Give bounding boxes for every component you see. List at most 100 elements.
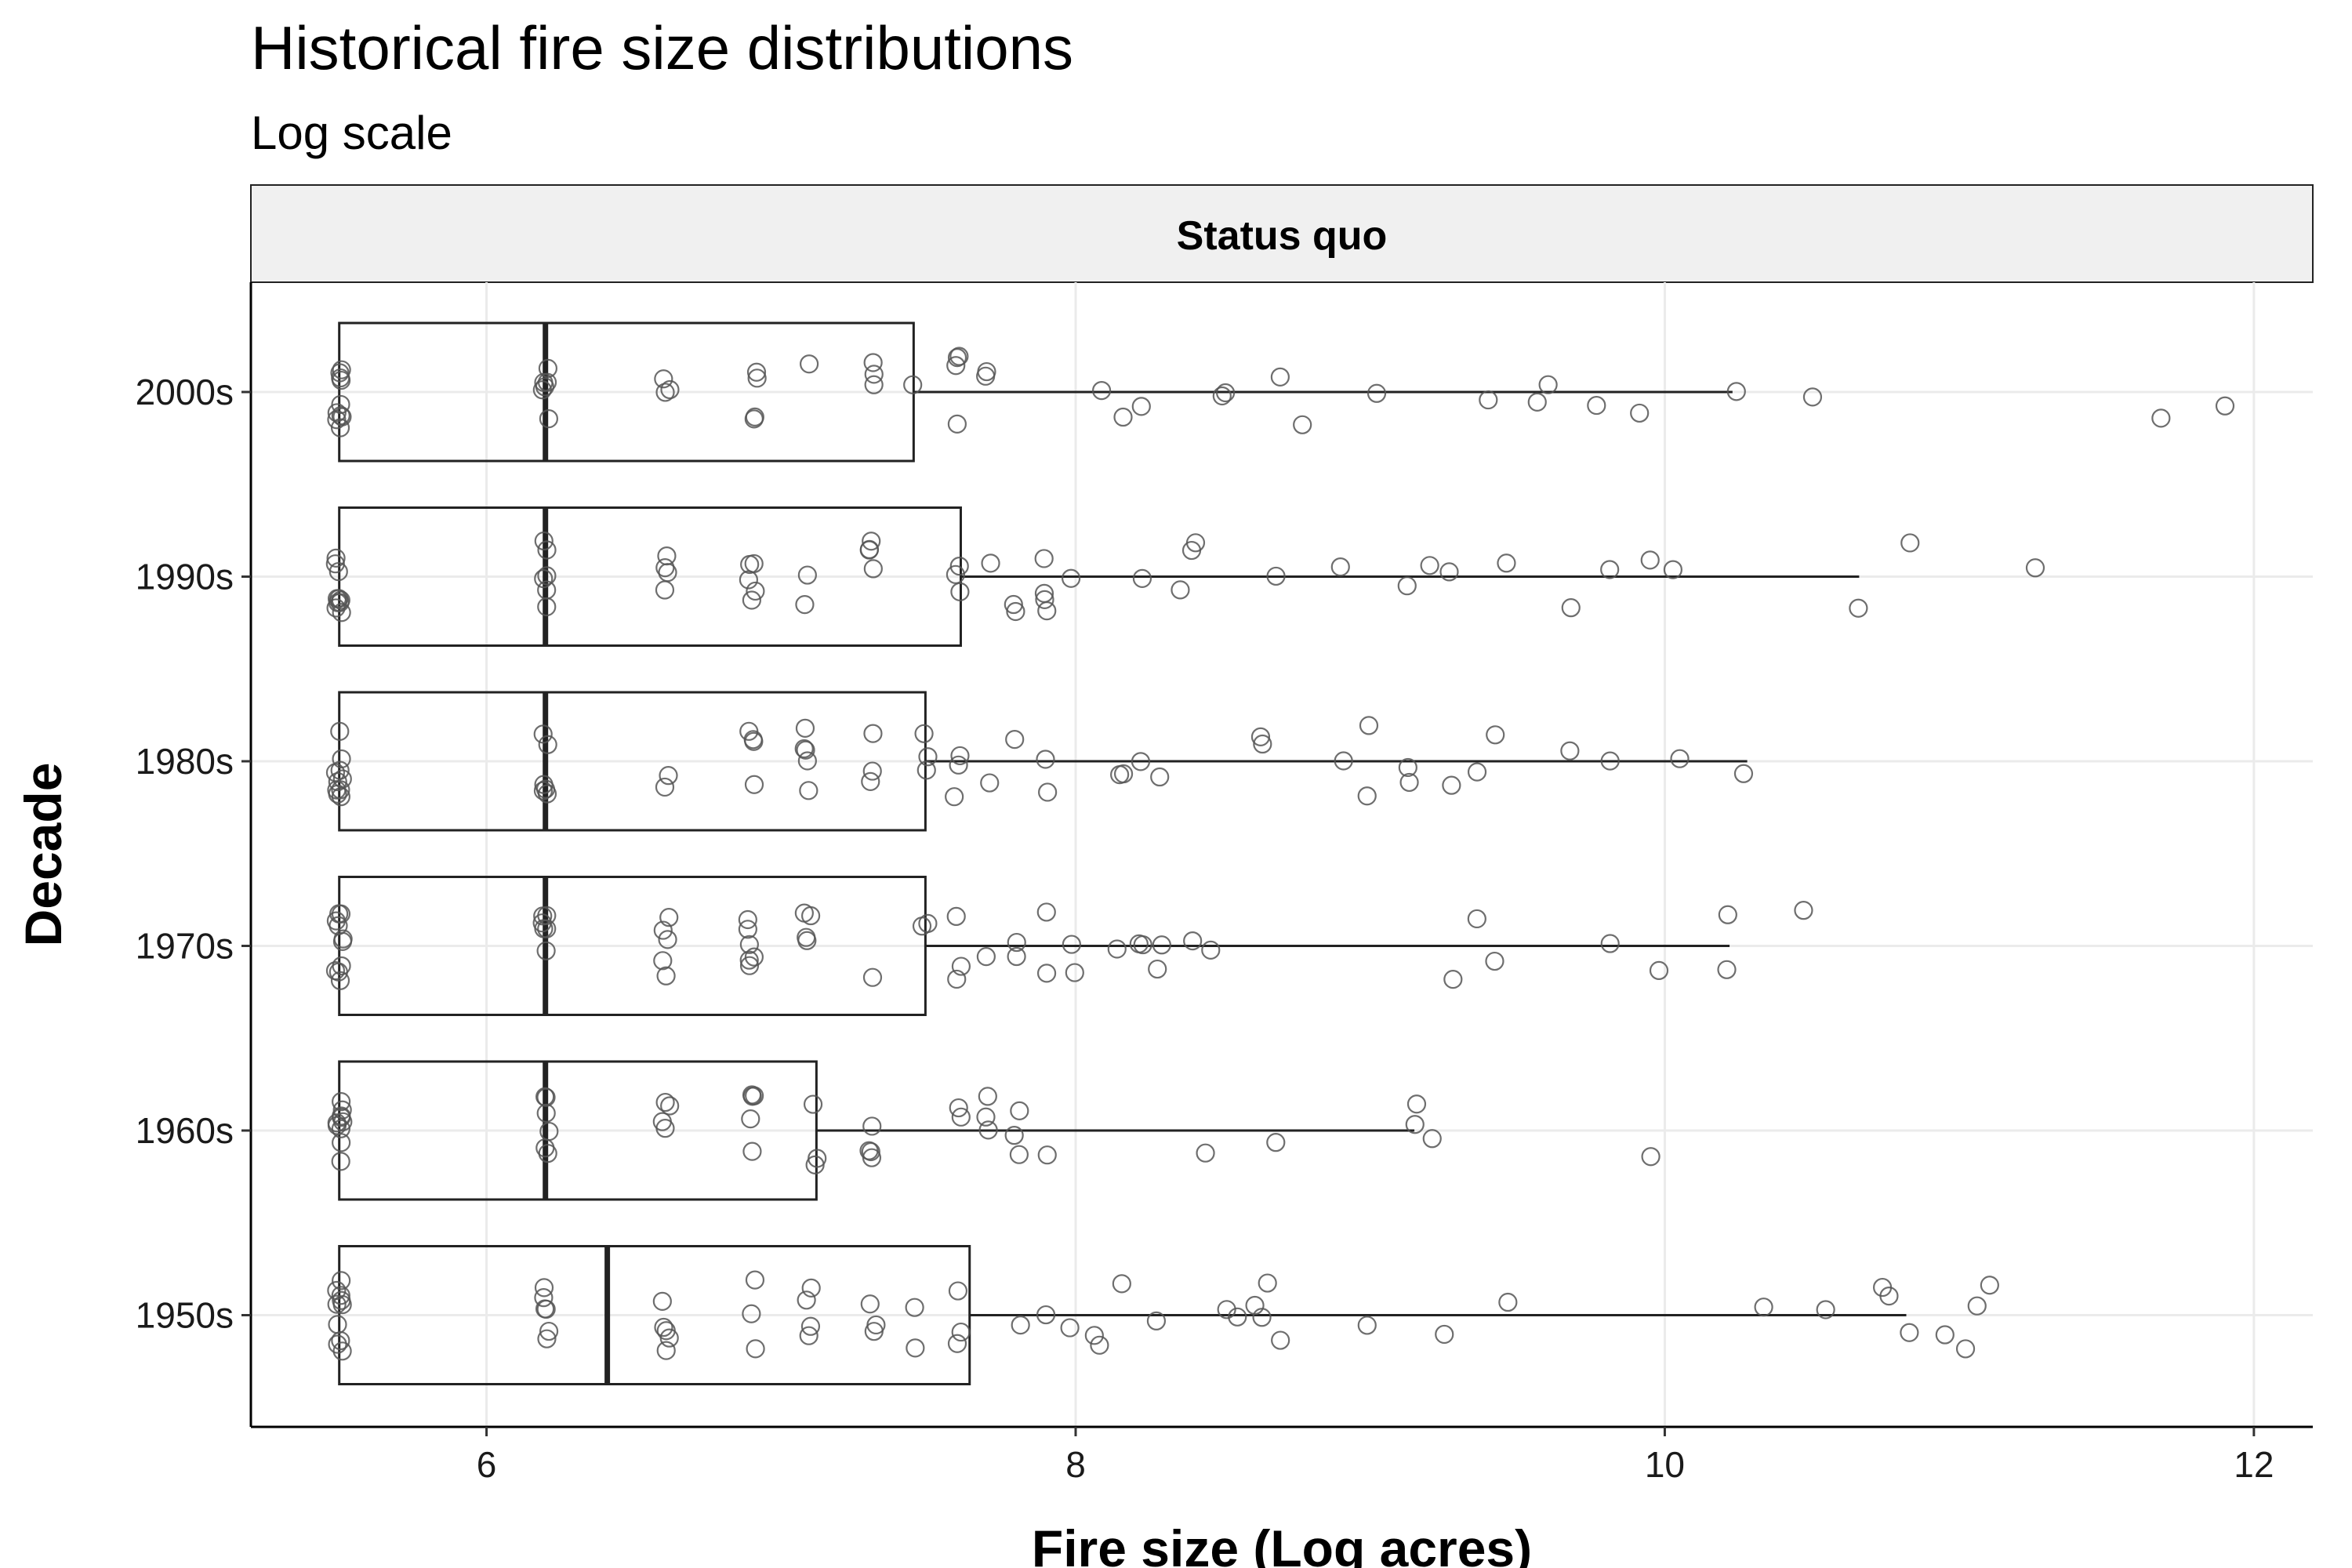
data-point [328, 771, 347, 792]
data-point [1630, 403, 1650, 423]
data-point [660, 379, 680, 400]
data-point [2025, 558, 2045, 578]
data-point [1006, 601, 1025, 622]
data-point [947, 347, 967, 368]
data-point [745, 407, 764, 426]
data-point [1293, 415, 1312, 434]
data-point [1034, 583, 1054, 603]
data-point [655, 777, 675, 797]
data-point [949, 347, 969, 366]
data-point [744, 947, 764, 967]
data-point [1007, 932, 1026, 953]
data-point [331, 904, 351, 924]
data-point [538, 735, 557, 754]
data-point [742, 590, 761, 610]
data-point [912, 916, 932, 936]
data-point [1398, 757, 1417, 778]
data-point [1270, 367, 1290, 387]
data-point [797, 751, 817, 771]
data-point [1009, 1145, 1029, 1164]
data-point [1036, 1305, 1056, 1325]
data-point [1330, 557, 1350, 577]
y-tick-label: 1990s [136, 557, 234, 597]
data-point [945, 787, 964, 807]
data-point [1527, 392, 1547, 412]
data-point [327, 1294, 347, 1314]
data-point [533, 781, 554, 800]
data-point [536, 1087, 556, 1107]
data-point [799, 1326, 818, 1345]
data-point [746, 362, 767, 382]
data-point [654, 1317, 673, 1338]
data-point [537, 540, 557, 560]
data-point [1538, 375, 1558, 394]
chart-title: Historical fire size distributions [251, 13, 1073, 82]
data-point [803, 1094, 823, 1114]
data-point [744, 554, 764, 574]
data-point [1900, 1323, 1919, 1342]
data-point [1967, 1296, 1987, 1316]
data-point [744, 775, 764, 794]
data-point [978, 1087, 997, 1106]
data-point [946, 906, 966, 927]
data-point [534, 1278, 554, 1298]
data-point [1587, 395, 1606, 416]
data-point [1935, 1325, 1955, 1345]
data-point [327, 403, 347, 423]
data-point [1849, 598, 1868, 618]
data-point [948, 1281, 968, 1301]
x-tick-label: 12 [2234, 1444, 2274, 1485]
data-point [1146, 1311, 1167, 1330]
data-point [946, 564, 966, 584]
x-tick-label: 6 [477, 1444, 497, 1485]
data-point [330, 721, 350, 741]
data-point [325, 554, 345, 574]
data-point [1406, 1094, 1427, 1114]
data-point [1212, 386, 1232, 406]
data-point [1560, 741, 1580, 760]
data-point [801, 1278, 821, 1298]
data-point [742, 1304, 761, 1323]
y-tick-label: 1960s [136, 1110, 234, 1151]
data-point [656, 1341, 676, 1360]
data-point [1228, 1307, 1247, 1327]
data-point [949, 755, 968, 775]
data-point [1663, 560, 1682, 579]
data-point [859, 539, 880, 559]
data-point [1955, 1339, 1976, 1359]
data-point [864, 365, 884, 384]
data-point [795, 718, 815, 738]
data-point [330, 363, 350, 383]
data-point [1065, 963, 1084, 982]
data-point [863, 353, 883, 372]
data-point [808, 1149, 827, 1168]
data-point [1641, 1147, 1661, 1167]
data-point [535, 377, 555, 397]
data-point [535, 1299, 555, 1319]
data-point [739, 721, 759, 741]
data-point [659, 766, 678, 786]
data-point [1600, 934, 1620, 953]
data-point [326, 548, 346, 568]
data-point [739, 935, 759, 954]
data-point [980, 773, 1000, 793]
data-point [1439, 562, 1459, 582]
data-point [659, 908, 679, 927]
data-point [534, 569, 554, 589]
data-point [1422, 1129, 1442, 1149]
data-point [1467, 909, 1486, 929]
x-tick-label: 8 [1065, 1444, 1086, 1485]
data-point [328, 962, 348, 982]
data-point [1271, 1330, 1290, 1350]
data-point [1062, 935, 1081, 954]
data-point [1794, 901, 1813, 920]
data-point [977, 361, 996, 382]
data-point [1062, 568, 1081, 588]
x-tick-label: 10 [1645, 1444, 1685, 1485]
data-point [1090, 1335, 1109, 1355]
data-point [655, 1092, 675, 1112]
data-point [1670, 749, 1690, 768]
data-point [655, 383, 675, 402]
data-point [537, 1329, 557, 1348]
data-point [1733, 764, 1754, 783]
